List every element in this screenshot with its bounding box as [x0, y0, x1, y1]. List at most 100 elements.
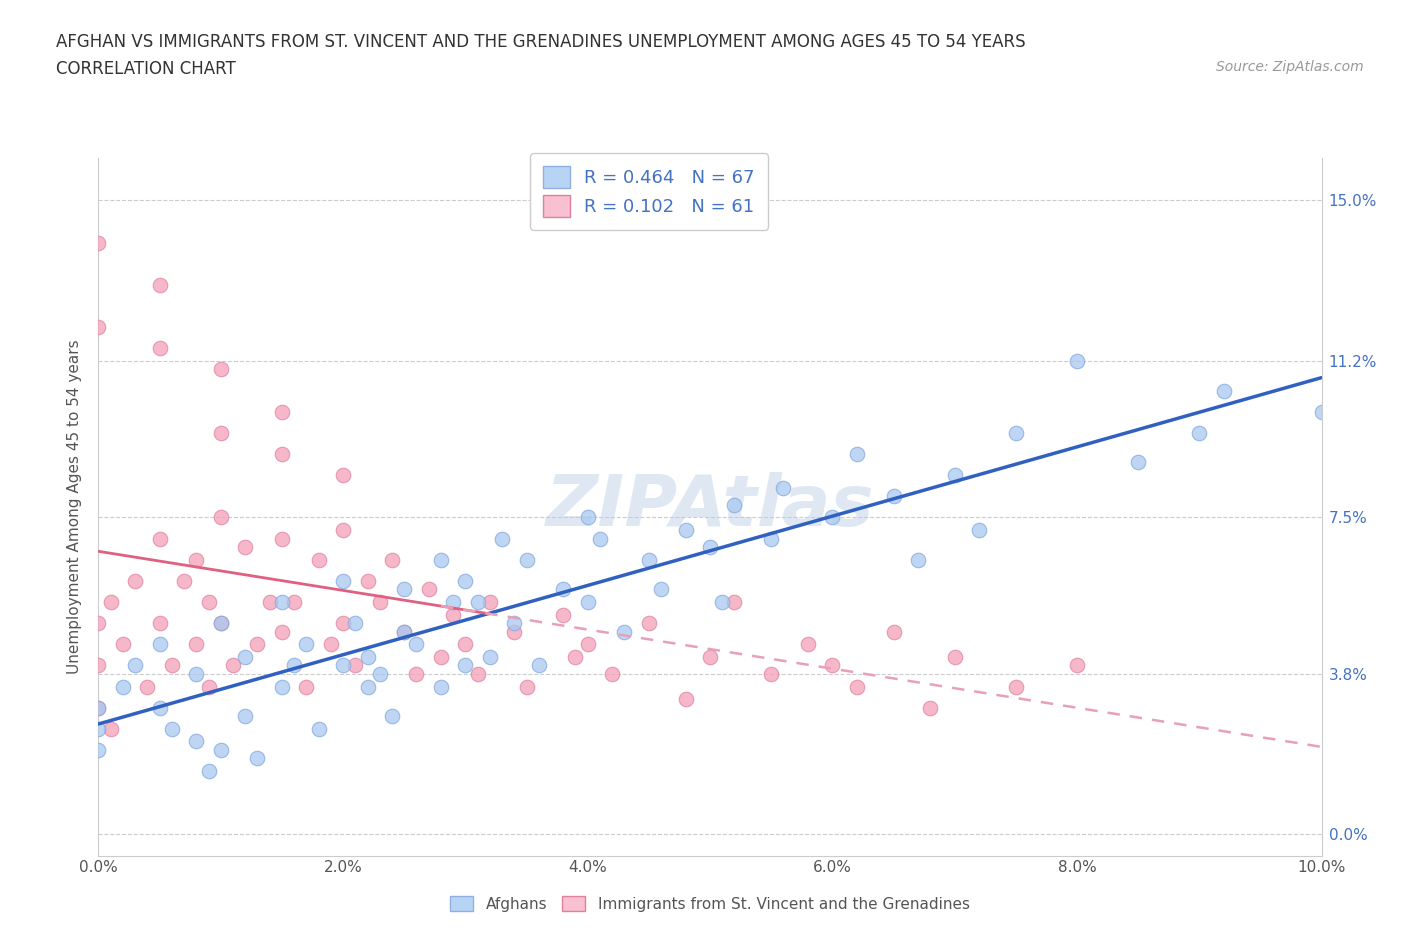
Point: [699, 539, 721, 554]
Point: [149, 637, 172, 652]
Point: [149, 700, 172, 715]
Point: [308, 552, 330, 567]
Point: [246, 751, 269, 765]
Point: [209, 362, 232, 377]
Point: [381, 552, 404, 567]
Point: [478, 649, 501, 664]
Point: [87, 658, 110, 672]
Point: [197, 764, 219, 778]
Point: [1066, 353, 1088, 368]
Point: [1128, 455, 1150, 470]
Point: [381, 709, 404, 724]
Point: [160, 722, 183, 737]
Point: [589, 531, 612, 546]
Point: [553, 607, 575, 622]
Text: ZIPAtlas: ZIPAtlas: [546, 472, 875, 541]
Point: [576, 510, 599, 525]
Point: [553, 582, 575, 597]
Point: [283, 594, 305, 609]
Point: [920, 700, 942, 715]
Point: [883, 489, 905, 504]
Point: [503, 616, 526, 631]
Point: [319, 637, 342, 652]
Point: [87, 235, 110, 250]
Point: [87, 700, 110, 715]
Point: [160, 658, 183, 672]
Point: [759, 531, 782, 546]
Point: [233, 649, 256, 664]
Y-axis label: Unemployment Among Ages 45 to 54 years: Unemployment Among Ages 45 to 54 years: [67, 339, 83, 674]
Point: [111, 679, 134, 694]
Point: [233, 709, 256, 724]
Point: [270, 531, 292, 546]
Point: [392, 624, 416, 639]
Point: [441, 594, 464, 609]
Point: [344, 658, 367, 672]
Point: [405, 667, 427, 682]
Point: [283, 658, 305, 672]
Point: [124, 574, 146, 589]
Point: [430, 649, 453, 664]
Point: [87, 722, 110, 737]
Point: [637, 552, 661, 567]
Point: [186, 734, 208, 749]
Point: [675, 523, 697, 538]
Point: [246, 637, 269, 652]
Point: [356, 574, 378, 589]
Point: [209, 425, 232, 440]
Point: [454, 637, 477, 652]
Point: [418, 582, 440, 597]
Point: [454, 658, 477, 672]
Point: [186, 637, 208, 652]
Point: [332, 616, 354, 631]
Point: [368, 594, 391, 609]
Point: [1310, 405, 1333, 419]
Point: [772, 481, 794, 496]
Point: [100, 722, 122, 737]
Point: [821, 510, 844, 525]
Point: [87, 616, 110, 631]
Point: [723, 594, 745, 609]
Point: [491, 531, 513, 546]
Point: [111, 637, 134, 652]
Point: [845, 446, 868, 461]
Point: [576, 594, 599, 609]
Point: [613, 624, 636, 639]
Point: [699, 649, 721, 664]
Point: [1066, 658, 1088, 672]
Point: [197, 679, 219, 694]
Point: [564, 649, 586, 664]
Point: [136, 679, 159, 694]
Point: [1212, 383, 1234, 398]
Point: [149, 341, 172, 356]
Point: [392, 624, 416, 639]
Point: [209, 742, 232, 757]
Point: [332, 658, 354, 672]
Text: CORRELATION CHART: CORRELATION CHART: [56, 60, 236, 78]
Text: Source: ZipAtlas.com: Source: ZipAtlas.com: [1216, 60, 1364, 74]
Point: [87, 742, 110, 757]
Point: [149, 531, 172, 546]
Point: [259, 594, 281, 609]
Point: [527, 658, 550, 672]
Point: [124, 658, 146, 672]
Point: [478, 594, 501, 609]
Point: [845, 679, 868, 694]
Point: [883, 624, 905, 639]
Point: [650, 582, 672, 597]
Point: [209, 616, 232, 631]
Point: [943, 649, 966, 664]
Point: [675, 692, 697, 707]
Point: [222, 658, 245, 672]
Point: [87, 320, 110, 335]
Point: [209, 616, 232, 631]
Point: [332, 523, 354, 538]
Point: [209, 510, 232, 525]
Point: [821, 658, 844, 672]
Point: [173, 574, 195, 589]
Point: [332, 574, 354, 589]
Point: [467, 594, 489, 609]
Point: [186, 552, 208, 567]
Point: [516, 679, 538, 694]
Point: [430, 679, 453, 694]
